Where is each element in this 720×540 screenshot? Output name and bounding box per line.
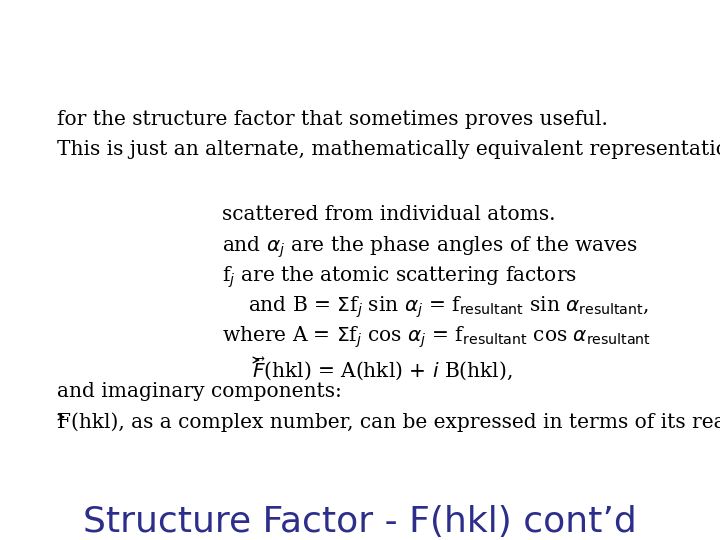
Text: where A = $\Sigma$f$_j$ cos $\alpha_j$ = f$_{\rm resultant}$ cos $\alpha_{\rm re: where A = $\Sigma$f$_j$ cos $\alpha_j$ =… — [222, 325, 651, 350]
Text: scattered from individual atoms.: scattered from individual atoms. — [222, 205, 556, 224]
Text: $\vec{F}$(hkl) = A(hkl) + $i$ B(hkl),: $\vec{F}$(hkl) = A(hkl) + $i$ B(hkl), — [252, 355, 513, 382]
Text: and B = $\Sigma$f$_j$ sin $\alpha_j$ = f$_{\rm resultant}$ sin $\alpha_{\rm resu: and B = $\Sigma$f$_j$ sin $\alpha_j$ = f… — [248, 295, 649, 321]
Text: and $\alpha_j$ are the phase angles of the waves: and $\alpha_j$ are the phase angles of t… — [222, 235, 638, 260]
Text: F(hkl), as a complex number, can be expressed in terms of its real: F(hkl), as a complex number, can be expr… — [57, 412, 720, 431]
Text: This is just an alternate, mathematically equivalent representation: This is just an alternate, mathematicall… — [57, 140, 720, 159]
Text: and imaginary components:: and imaginary components: — [57, 382, 342, 401]
Text: Structure Factor - F(hkl) cont’d: Structure Factor - F(hkl) cont’d — [83, 505, 637, 539]
Text: for the structure factor that sometimes proves useful.: for the structure factor that sometimes … — [57, 110, 608, 129]
Text: f$_j$ are the atomic scattering factors: f$_j$ are the atomic scattering factors — [222, 265, 577, 291]
